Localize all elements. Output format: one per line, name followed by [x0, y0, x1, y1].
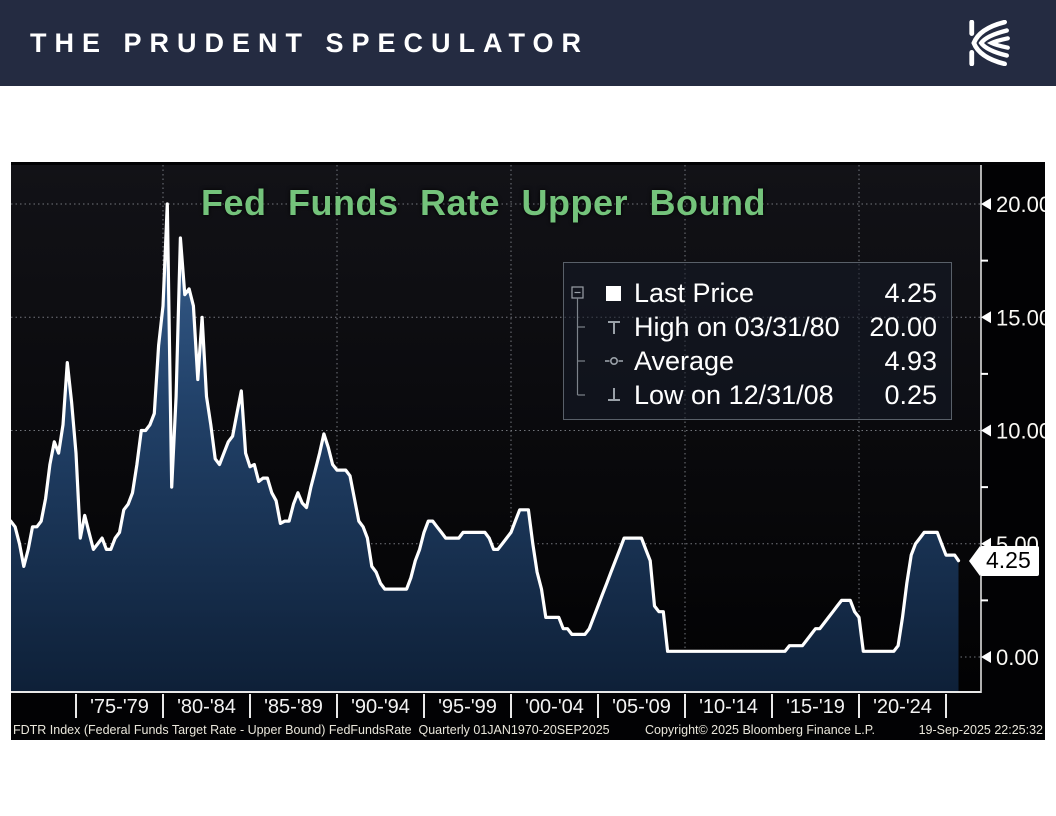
y-tick-label: 10.00: [996, 419, 1045, 444]
footer-timestamp: 19-Sep-2025 22:25:32: [918, 723, 1043, 737]
y-minor-tick: [981, 486, 988, 489]
x-axis-label: '20-'24: [873, 696, 932, 718]
header-bar: THE PRUDENT SPECULATOR: [0, 0, 1056, 86]
legend-value: 4.93: [884, 345, 937, 376]
x-axis-divider: [858, 694, 860, 718]
x-axis-divider: [945, 694, 947, 718]
x-axis-divider: [684, 694, 686, 718]
x-axis-divider: [162, 694, 164, 718]
low-marker-icon: [608, 388, 620, 401]
y-tick-arrow-icon: [981, 311, 991, 324]
legend-label: Last Price: [634, 277, 755, 308]
x-axis-label: '80-'84: [177, 696, 236, 718]
legend-label: Low on 12/31/08: [634, 379, 834, 410]
legend-row: Last Price 4.25: [604, 276, 937, 310]
legend-marker: [604, 283, 634, 303]
chart-title: Fed Funds Rate Upper Bound: [201, 182, 766, 223]
legend-value: 0.25: [884, 379, 937, 410]
legend-row: Average 4.93: [604, 344, 937, 378]
x-axis-label: '75-'79: [90, 696, 149, 718]
last-price-tag-value: 4.25: [986, 547, 1031, 574]
last-price-square-icon: [606, 286, 621, 301]
legend-tree-icon: [571, 286, 585, 396]
last-price-tag: 4.25: [969, 545, 1039, 576]
legend-marker: [604, 385, 634, 405]
x-axis: '75-'79 '80-'84 '85-'89 '90-'94 '95-'99 '00-'…: [11, 694, 1045, 720]
x-axis-label: '10-'14: [699, 696, 758, 718]
x-axis-label: '15-'19: [786, 696, 845, 718]
x-axis-label: '05-'09: [612, 696, 671, 718]
x-axis-divider: [249, 694, 251, 718]
y-tick-label: 20.00: [996, 192, 1045, 217]
legend-value: 4.25: [884, 277, 937, 308]
x-axis-divider: [423, 694, 425, 718]
legend-row: High on 03/31/80 20.00: [604, 310, 937, 344]
x-axis-divider: [771, 694, 773, 718]
chart-footer: FDTR Index (Federal Funds Target Rate - …: [11, 722, 1045, 740]
y-minor-tick: [981, 372, 988, 375]
y-tick-arrow-icon: [981, 424, 991, 437]
y-tick-label: 15.00: [996, 305, 1045, 330]
x-axis-label: '95-'99: [438, 696, 497, 718]
x-axis-divider: [75, 694, 77, 718]
legend-marker: [604, 317, 634, 337]
x-axis-label: '90-'94: [351, 696, 410, 718]
kovitz-k-logo-icon: [969, 20, 1010, 66]
legend-value: 20.00: [869, 311, 937, 342]
footer-source-text: FDTR Index (Federal Funds Target Rate - …: [13, 723, 610, 737]
average-marker-icon: [605, 357, 623, 366]
x-axis-label: '00-'04: [525, 696, 584, 718]
high-marker-icon: [608, 321, 620, 334]
y-minor-tick: [981, 259, 988, 262]
legend-marker: [604, 351, 634, 371]
fed-funds-line: [11, 202, 961, 653]
x-axis-divider: [510, 694, 512, 718]
y-tick-label: 0.00: [996, 645, 1039, 670]
fed-funds-area-fill: [11, 204, 959, 691]
brand-title: THE PRUDENT SPECULATOR: [30, 27, 590, 58]
x-axis-divider: [336, 694, 338, 718]
bloomberg-chart: 20.00 15.00 10.00 5.00 0.00 Fed Funds Rate U…: [11, 162, 1045, 740]
legend-row: Low on 12/31/08 0.25: [604, 378, 937, 412]
x-axis-divider: [597, 694, 599, 718]
legend-label: Average: [634, 345, 735, 376]
legend-label: High on 03/31/80: [634, 311, 840, 342]
y-minor-tick: [981, 599, 988, 602]
y-tick-arrow-icon: [981, 651, 991, 663]
legend-box: Last Price 4.25 High on 03/31/80 20.00 Avera…: [563, 262, 952, 420]
x-axis-label: '85-'89: [264, 696, 323, 718]
y-tick-arrow-icon: [981, 198, 991, 210]
footer-copyright-text: Copyright© 2025 Bloomberg Finance L.P.: [645, 723, 875, 737]
